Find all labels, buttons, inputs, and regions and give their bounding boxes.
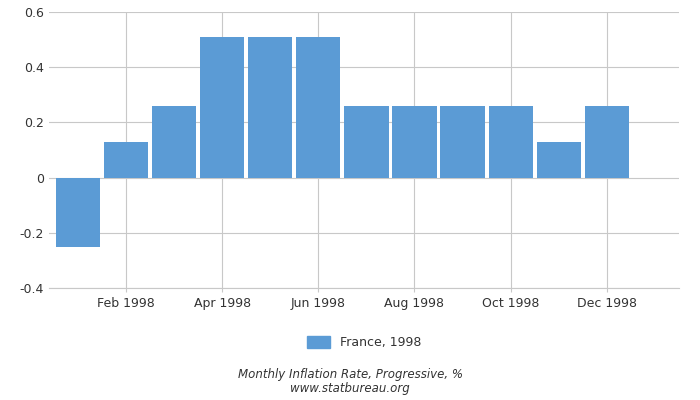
Legend: France, 1998: France, 1998 bbox=[307, 336, 421, 349]
Bar bbox=[104, 142, 148, 178]
Bar bbox=[537, 142, 581, 178]
Bar bbox=[393, 106, 437, 178]
Text: www.statbureau.org: www.statbureau.org bbox=[290, 382, 410, 395]
Bar bbox=[296, 37, 340, 178]
Bar bbox=[584, 106, 629, 178]
Bar bbox=[56, 178, 100, 246]
Bar bbox=[248, 37, 293, 178]
Text: Monthly Inflation Rate, Progressive, %: Monthly Inflation Rate, Progressive, % bbox=[237, 368, 463, 381]
Bar bbox=[152, 106, 196, 178]
Bar bbox=[200, 37, 244, 178]
Bar bbox=[440, 106, 484, 178]
Bar bbox=[344, 106, 388, 178]
Bar bbox=[489, 106, 533, 178]
